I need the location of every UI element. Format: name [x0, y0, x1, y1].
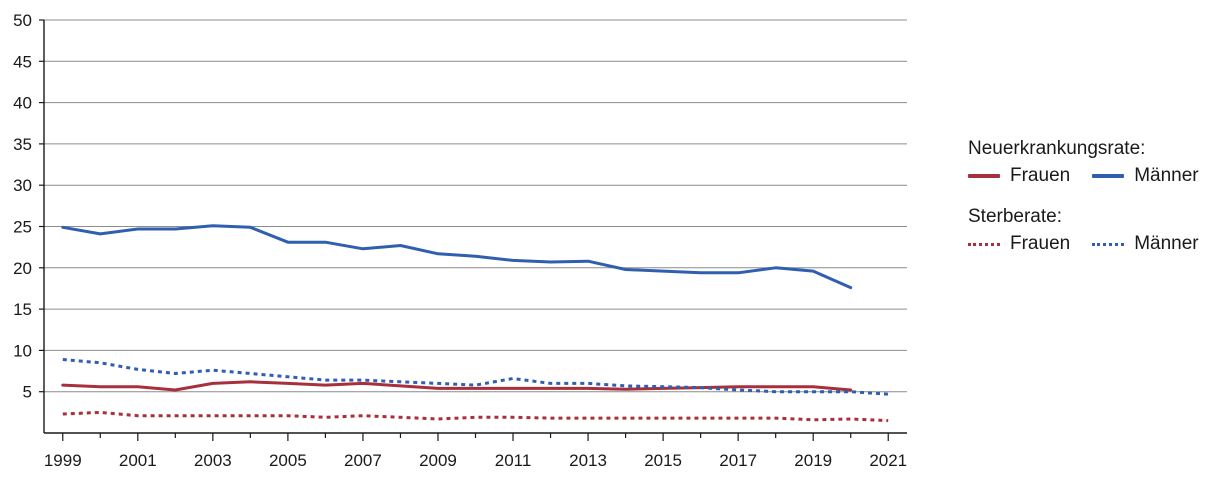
axes — [39, 19, 907, 441]
y-tick-label-30: 30 — [13, 176, 32, 195]
x-tick-label-2019: 2019 — [794, 451, 832, 470]
y-tick-label-15: 15 — [13, 300, 32, 319]
legend-row-sterberate: Frauen Männer — [968, 230, 1220, 258]
y-tick-label-40: 40 — [13, 94, 32, 113]
legend-label-frauen: Frauen — [1010, 233, 1071, 254]
y-tick-label-50: 50 — [13, 11, 32, 30]
x-tick-label-2009: 2009 — [419, 451, 457, 470]
legend-swatch-blue-solid — [1092, 174, 1125, 178]
legend-label-frauen: Frauen — [1010, 165, 1071, 186]
y-tick-label-5: 5 — [23, 383, 32, 402]
legend-label-maenner: Männer — [1134, 233, 1199, 254]
x-tick-label-2021: 2021 — [869, 451, 907, 470]
legend-entry-sterberate-maenner: Männer — [1092, 233, 1199, 255]
y-tick-label-25: 25 — [13, 218, 32, 237]
gridlines — [44, 19, 907, 393]
legend-entry-sterberate-frauen: Frauen — [968, 233, 1070, 255]
series-line-2 — [62, 358, 889, 396]
x-tick-label-2011: 2011 — [495, 451, 532, 470]
x-tick-label-2015: 2015 — [644, 451, 682, 470]
legend-heading-sterberate: Sterberate: — [968, 206, 1062, 227]
x-tick-label-1999: 1999 — [44, 451, 82, 470]
legend-gap — [968, 190, 1220, 204]
legend-row-neuerkrankungsrate: Frauen Männer — [968, 162, 1220, 190]
x-tick-labels: 1999 2001 2003 2005 2007 2009 2011 2013 2015 2017… — [44, 451, 907, 470]
x-tick-label-2001: 2001 — [119, 451, 157, 470]
legend-entry-neuerkrankung-frauen: Frauen — [968, 165, 1070, 187]
x-tick-label-2013: 2013 — [569, 451, 607, 470]
legend-swatch-red-dotted — [968, 242, 1000, 246]
legend-label-maenner: Männer — [1134, 165, 1199, 186]
legend-heading-neuerkrankungsrate: Neuerkrankungsrate: — [968, 138, 1146, 159]
x-tick-label-2007: 2007 — [344, 451, 382, 470]
legend-entry-neuerkrankung-maenner: Männer — [1092, 165, 1199, 187]
y-tick-label-20: 20 — [13, 259, 32, 278]
y-tick-labels: 5 10 15 20 25 30 35 40 45 50 — [13, 11, 32, 402]
y-tick-label-10: 10 — [13, 341, 32, 360]
series-lines — [61, 224, 889, 423]
x-tick-label-2017: 2017 — [719, 451, 757, 470]
line-chart: 5 10 15 20 25 30 35 40 45 50 1999 2001 2003 2005 2007… — [13, 11, 907, 470]
x-tick-label-2005: 2005 — [269, 451, 307, 470]
series-line-1 — [61, 380, 853, 392]
x-tick-label-2003: 2003 — [194, 451, 232, 470]
y-tick-label-35: 35 — [13, 135, 32, 154]
y-tick-label-45: 45 — [13, 52, 32, 71]
legend-swatch-red-solid — [968, 174, 1000, 178]
legend-swatch-blue-dotted — [1092, 242, 1125, 246]
series-line-3 — [62, 410, 889, 423]
legend: Neuerkrankungsrate: Frauen Männer Sterbe… — [968, 136, 1220, 258]
series-line-0 — [61, 224, 853, 290]
